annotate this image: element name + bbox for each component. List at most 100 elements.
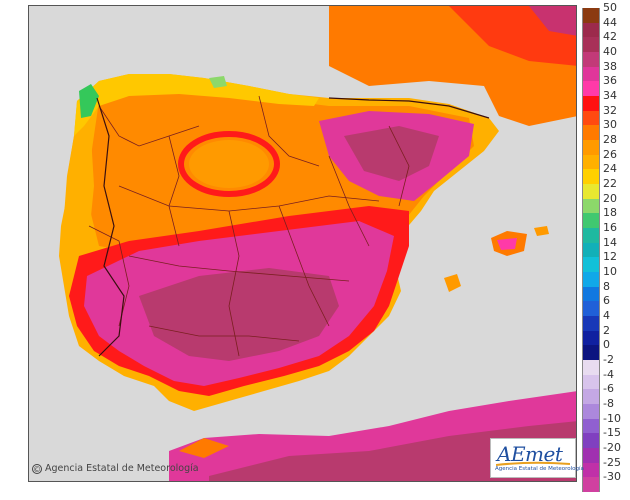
duero-ring bbox=[178, 131, 280, 197]
legend-label: 40 bbox=[603, 45, 617, 58]
map-canvas bbox=[29, 6, 576, 481]
legend-swatch bbox=[582, 433, 600, 448]
ceuta-area bbox=[179, 438, 229, 458]
legend-label: 42 bbox=[603, 30, 617, 44]
copyright-text: Agencia Estatal de Meteorología bbox=[45, 463, 199, 474]
legend-swatch bbox=[582, 184, 600, 199]
legend-label: 26 bbox=[603, 147, 617, 161]
logo-subtitle: Agencia Estatal de Meteorología bbox=[495, 466, 584, 472]
legend-label: -2 bbox=[603, 353, 614, 366]
copyright-notice: © Agencia Estatal de Meteorología bbox=[32, 463, 199, 474]
legend-entry: -8 bbox=[582, 398, 628, 419]
temperature-legend: 50 44 42 40 38 36 34 32 30 28 26 24 22 20 18 16 14 12 10 8 6… bbox=[582, 2, 628, 492]
legend-swatch bbox=[582, 374, 600, 390]
legend-swatch bbox=[582, 22, 600, 38]
legend-swatch bbox=[582, 66, 600, 82]
legend-entry: 34 bbox=[582, 90, 628, 111]
legend-label: -4 bbox=[603, 367, 614, 381]
legend-entry: 4 bbox=[582, 310, 628, 331]
guadalquivir-core bbox=[139, 268, 339, 361]
legend-label: 36 bbox=[603, 74, 617, 88]
legend-entry: 10 bbox=[582, 266, 628, 287]
legend-entry: 32 bbox=[582, 104, 628, 126]
legend-swatch bbox=[582, 286, 600, 302]
logo-swoosh-icon bbox=[496, 461, 570, 466]
legend-swatch bbox=[582, 301, 600, 316]
country-borders bbox=[96, 97, 490, 357]
legend-swatch bbox=[582, 418, 600, 434]
legend-entry: 6 bbox=[582, 295, 628, 316]
legend-swatch bbox=[582, 52, 600, 67]
legend-label: 44 bbox=[603, 15, 617, 29]
province-borders bbox=[88, 95, 410, 357]
legend-entry: 50 bbox=[582, 2, 628, 23]
ibiza bbox=[444, 274, 461, 292]
legend-swatch bbox=[582, 140, 600, 155]
legend-entry: 44 bbox=[582, 16, 628, 38]
legend-swatch bbox=[582, 125, 600, 140]
legend-swatch bbox=[582, 462, 600, 478]
copyright-icon: © bbox=[32, 463, 42, 474]
legend-label: 0 bbox=[603, 338, 610, 352]
legend-entry: 22 bbox=[582, 178, 628, 199]
north-coast bbox=[74, 74, 319, 136]
legend-entry: 8 bbox=[582, 280, 628, 302]
legend-label: 16 bbox=[603, 221, 617, 234]
galicia-cool-spot bbox=[79, 84, 99, 118]
legend-entry: -6 bbox=[582, 383, 628, 404]
legend-label: 28 bbox=[603, 133, 617, 146]
legend-entry: 38 bbox=[582, 60, 628, 82]
legend-entry: 0 bbox=[582, 339, 628, 360]
legend-label: -10 bbox=[603, 411, 621, 425]
legend-label: 10 bbox=[603, 265, 617, 278]
france-hot bbox=[529, 6, 576, 36]
legend-entry: 42 bbox=[582, 31, 628, 52]
legend-entry: -2 bbox=[582, 354, 628, 375]
north-africa-core bbox=[209, 421, 576, 481]
legend-swatch bbox=[582, 8, 600, 23]
legend-label: 8 bbox=[603, 279, 610, 293]
legend-entry: 24 bbox=[582, 163, 628, 184]
legend-swatch bbox=[582, 81, 600, 96]
legend-entry: 16 bbox=[582, 222, 628, 243]
ebro-core bbox=[344, 126, 439, 181]
legend-entry: 20 bbox=[582, 192, 628, 214]
legend-swatch bbox=[582, 228, 600, 243]
legend-swatch bbox=[582, 477, 600, 492]
legend-label: 24 bbox=[603, 162, 617, 176]
legend-swatch bbox=[582, 330, 600, 346]
legend-swatch bbox=[582, 389, 600, 404]
legend-swatch bbox=[582, 110, 600, 126]
legend-label: 50 bbox=[603, 1, 617, 14]
legend-swatch bbox=[582, 272, 600, 287]
north-cool-spot bbox=[209, 76, 227, 88]
legend-label: 34 bbox=[603, 89, 617, 102]
mallorca-hot bbox=[497, 238, 517, 250]
legend-entry: -15 bbox=[582, 427, 628, 448]
menorca bbox=[534, 226, 549, 236]
legend-entry: 28 bbox=[582, 134, 628, 155]
legend-entry: 12 bbox=[582, 251, 628, 272]
legend-entry: -30 bbox=[582, 471, 628, 492]
legend-entry: -10 bbox=[582, 412, 628, 434]
legend-entry: 40 bbox=[582, 46, 628, 67]
legend-entry: 2 bbox=[582, 324, 628, 346]
legend-swatch bbox=[582, 242, 600, 258]
legend-label: -20 bbox=[603, 441, 621, 454]
legend-label: 12 bbox=[603, 250, 617, 264]
legend-label: 4 bbox=[603, 309, 610, 322]
legend-entry: -4 bbox=[582, 368, 628, 390]
duero-plateau bbox=[189, 140, 269, 188]
legend-label: -8 bbox=[603, 397, 614, 410]
portugal-coast bbox=[64, 136, 94, 256]
legend-entry: -20 bbox=[582, 442, 628, 463]
legend-swatch bbox=[582, 169, 600, 184]
legend-swatch bbox=[582, 198, 600, 214]
legend-entry: 36 bbox=[582, 75, 628, 96]
temperature-map bbox=[28, 5, 577, 482]
legend-swatch bbox=[582, 154, 600, 170]
legend-swatch bbox=[582, 316, 600, 331]
legend-label: 18 bbox=[603, 206, 617, 220]
legend-swatch bbox=[582, 96, 600, 111]
legend-label: 6 bbox=[603, 294, 610, 308]
